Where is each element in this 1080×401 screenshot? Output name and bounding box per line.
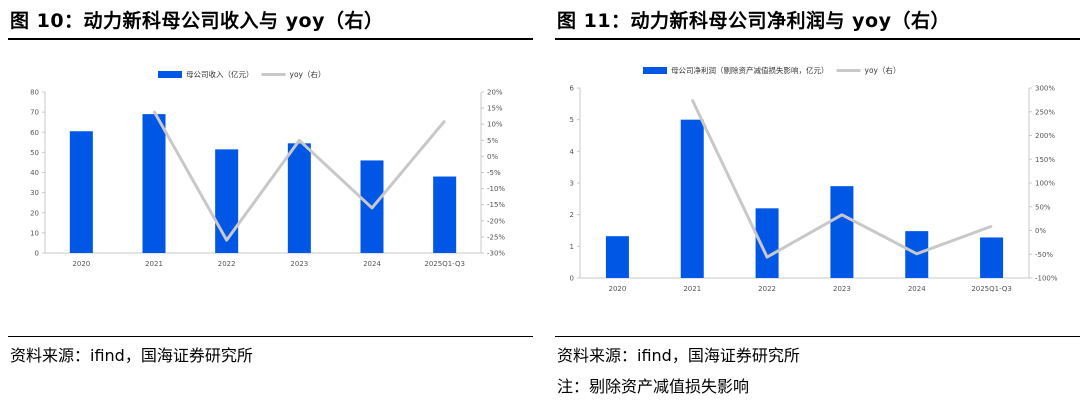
title-divider — [8, 38, 533, 40]
category-label: 2023 — [290, 260, 308, 268]
right-tick-label: 50% — [1035, 203, 1051, 211]
right-tick-label: 0% — [1035, 227, 1046, 235]
figure-title: 图 11：动力新科母公司净利润与 yoy（右） — [557, 10, 950, 32]
right-tick-label: -20% — [487, 217, 505, 225]
yoy-point — [691, 99, 694, 101]
right-tick-label: 10% — [487, 121, 503, 129]
left-tick-label: 70 — [30, 109, 39, 117]
category-label: 2022 — [218, 260, 236, 268]
right-tick-label: -30% — [487, 250, 505, 258]
category-label: 2022 — [758, 285, 776, 293]
category-label: 2020 — [72, 260, 90, 268]
right-tick-label: 5% — [487, 137, 498, 145]
yoy-point — [766, 256, 768, 258]
right-tick-label: 300% — [1035, 85, 1055, 93]
bar — [69, 131, 93, 253]
yoy-point — [443, 120, 446, 122]
left-tick-label: 80 — [30, 89, 39, 97]
right-tick-label: 200% — [1035, 132, 1055, 140]
right-tick-label: -50% — [1035, 251, 1053, 259]
figure-10: 图 10：动力新科母公司收入与 yoy（右） 0 10 20 30 40 50 60 70 80… — [8, 0, 533, 401]
left-tick-label: 50 — [30, 149, 39, 157]
right-tick-label: -15% — [487, 201, 505, 209]
net-profit-chart-svg: 0 1 2 3 4 5 6 -100% -50% 0% 50% 100% 150% 200% 250% 300… — [570, 65, 1058, 293]
yoy-point — [153, 110, 155, 113]
legend-bar-label: 母公司收入（亿元） — [186, 69, 254, 79]
category-label: 2024 — [363, 260, 381, 268]
left-tick-label: 60 — [30, 129, 39, 137]
title-divider — [555, 38, 1080, 40]
right-tick-label: 0% — [487, 153, 498, 161]
left-tick-label: 1 — [570, 243, 574, 251]
legend-bar-label: 母公司净利润（剔除资产减值损失影响，亿元） — [671, 65, 829, 75]
bar — [142, 114, 166, 253]
left-tick-label: 40 — [30, 169, 39, 177]
left-tick-label: 30 — [30, 189, 39, 197]
left-tick-label: 0 — [35, 250, 39, 258]
left-tick-label: 10 — [30, 229, 39, 237]
legend-bar-swatch — [643, 67, 667, 74]
category-label: 2020 — [609, 285, 627, 293]
category-label: 2023 — [833, 285, 851, 293]
yoy-point — [915, 252, 918, 255]
category-label: 2021 — [145, 260, 163, 268]
bar — [605, 236, 629, 278]
footer-divider — [555, 336, 1080, 337]
figure-title: 图 10：动力新科母公司收入与 yoy（右） — [10, 10, 384, 32]
yoy-point — [225, 239, 228, 241]
source-text: 资料来源：ifind，国海证券研究所 — [10, 346, 253, 365]
right-tick-label: 100% — [1035, 180, 1055, 188]
legend-line-label: yoy（右） — [865, 65, 901, 75]
bar — [980, 237, 1004, 278]
bar — [755, 208, 779, 278]
revenue-chart: 0 10 20 30 40 50 60 70 80 -30% -25% -20% -15% -10% -5%… — [8, 40, 533, 336]
source-text: 资料来源：ifind，国海证券研究所 — [557, 346, 800, 365]
yoy-point — [841, 214, 843, 216]
bar — [287, 143, 311, 253]
bar — [680, 119, 704, 279]
left-tick-label: 3 — [570, 180, 574, 188]
left-tick-label: 6 — [570, 85, 575, 93]
left-tick-label: 5 — [570, 116, 574, 124]
category-label: 2025Q1-Q3 — [971, 285, 1012, 293]
yoy-point — [371, 207, 373, 209]
footer-divider — [8, 336, 533, 337]
category-label: 2021 — [683, 285, 701, 293]
legend: 母公司收入（亿元） yoy（右） — [158, 69, 325, 79]
legend-line-label: yoy（右） — [290, 69, 326, 79]
category-label: 2024 — [908, 285, 926, 293]
right-tick-label: 20% — [487, 89, 503, 97]
legend: 母公司净利润（剔除资产减值损失影响，亿元） yoy（右） — [643, 65, 900, 75]
bar — [830, 186, 854, 278]
bar — [433, 176, 457, 253]
left-tick-label: 20 — [30, 209, 39, 217]
net-profit-chart: 0 1 2 3 4 5 6 -100% -50% 0% 50% 100% 150% 200% 250% 300… — [555, 40, 1080, 336]
yoy-point — [990, 225, 993, 228]
yoy-point — [298, 139, 301, 142]
right-tick-label: -10% — [487, 185, 505, 193]
left-tick-label: 2 — [570, 211, 574, 219]
right-tick-label: 250% — [1035, 108, 1055, 116]
legend-bar-swatch — [158, 71, 182, 78]
right-tick-label: -100% — [1035, 275, 1058, 283]
left-tick-label: 4 — [570, 148, 575, 156]
right-tick-label: -25% — [487, 233, 505, 241]
revenue-chart-svg: 0 10 20 30 40 50 60 70 80 -30% -25% -20% -15% -10% -5%… — [30, 69, 505, 268]
right-tick-label: 150% — [1035, 156, 1055, 164]
right-tick-label: 15% — [487, 105, 503, 113]
note-text: 注：剔除资产减值损失影响 — [557, 377, 750, 396]
category-label: 2025Q1-Q3 — [424, 260, 465, 268]
right-tick-label: -5% — [487, 169, 501, 177]
figure-11: 图 11：动力新科母公司净利润与 yoy（右） 0 1 2 3 4 5 6 -100% -50%… — [555, 0, 1080, 401]
left-tick-label: 0 — [570, 275, 574, 283]
